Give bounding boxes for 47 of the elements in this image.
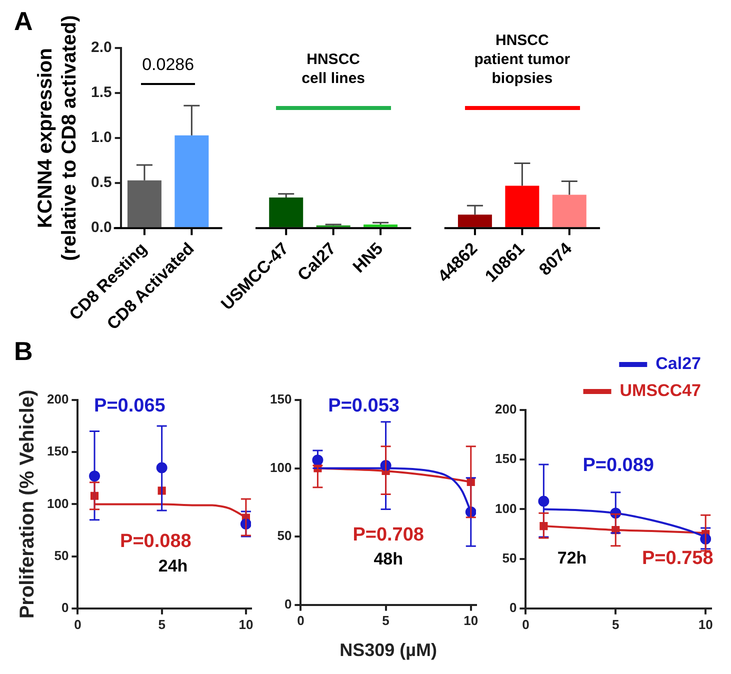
y-tick-label: 0.5	[90, 174, 112, 192]
chart-title: A	[14, 6, 33, 36]
y-tick-label: 0.0	[90, 219, 112, 236]
x-tick-label: 0	[297, 613, 304, 628]
y-tick-label: 1.0	[90, 129, 112, 146]
y-tick-label: 150	[46, 444, 69, 459]
annotation: HNSCC patient tumor biopsies	[474, 32, 570, 87]
x-tick-label: 0	[74, 616, 82, 632]
annotation: P=0.053	[328, 395, 400, 416]
y-axis-title: Proliferation (% Vehicle)	[16, 390, 39, 619]
x-tick-label: 5	[612, 616, 620, 632]
annotation: 72h	[557, 548, 587, 568]
y-tick-label: 200	[494, 402, 517, 417]
y-tick-label: 0	[284, 596, 292, 612]
annotation: 24h	[158, 556, 188, 576]
chart-title: B	[14, 336, 33, 366]
y-tick-label: 0	[509, 600, 517, 615]
legend-label: UMSCC47	[620, 381, 702, 400]
x-tick-label: 10	[238, 616, 254, 632]
y-tick-label: 100	[270, 460, 292, 475]
y-tick-label: 150	[494, 451, 517, 466]
x-tick-label: 10	[464, 613, 478, 628]
y-tick-label: 0	[61, 600, 69, 615]
annotation: P=0.065	[94, 395, 166, 416]
annotation: P=0.089	[582, 454, 654, 476]
y-tick-label: 200	[46, 392, 69, 407]
y-tick-label: 1.5	[90, 84, 112, 102]
x-tick-label: 5	[158, 616, 166, 632]
y-axis-title: KCNN4 expression (relative to CD8 activated)	[34, 15, 81, 261]
annotation: 48h	[374, 549, 403, 568]
annotation: P=0.708	[352, 524, 424, 546]
y-tick-label: 100	[46, 496, 69, 511]
y-tick-label: 100	[494, 500, 517, 516]
annotation: P=0.758	[642, 548, 714, 570]
legend-label: Cal27	[656, 354, 702, 374]
x-tick-label: 0	[522, 616, 530, 632]
x-axis-title: NS309 (µM)	[340, 640, 438, 660]
annotation: 0.0286	[142, 55, 194, 74]
annotation: HNSCC cell lines	[302, 50, 366, 87]
y-tick-label: 150	[270, 392, 292, 407]
x-tick-label: 5	[382, 613, 390, 628]
y-tick-label: 50	[502, 550, 517, 566]
annotation: P=0.088	[120, 530, 192, 552]
y-tick-label: 2.0	[90, 39, 112, 56]
y-tick-label: 50	[54, 548, 69, 563]
x-tick-label: 10	[698, 616, 713, 632]
y-tick-label: 50	[277, 528, 292, 544]
